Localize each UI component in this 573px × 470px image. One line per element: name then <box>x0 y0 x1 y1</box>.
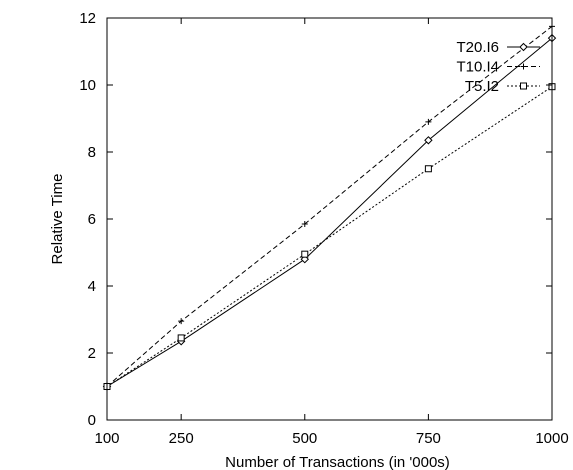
y-tick-label: 0 <box>88 412 96 429</box>
data-point <box>178 318 185 325</box>
x-tick-label: 1000 <box>535 430 568 447</box>
axis-ticks: 100 250 500 750 1000 0 2 4 6 8 10 12 <box>79 10 568 447</box>
y-tick-label: 12 <box>79 10 96 27</box>
legend-marker <box>520 63 527 70</box>
y-axis-title: Relative Time <box>49 174 66 265</box>
legend-marker <box>520 82 527 90</box>
y-tick-label: 6 <box>88 211 96 228</box>
series-T5.I2 <box>103 83 556 390</box>
y-tick-label: 2 <box>88 345 96 362</box>
y-tick-label: 10 <box>79 77 96 94</box>
data-point <box>424 165 432 173</box>
data-point <box>301 221 308 228</box>
x-tick-label: 250 <box>169 430 194 447</box>
data-point <box>177 334 185 342</box>
legend-label: T20.I6 <box>456 39 499 56</box>
data-point <box>301 250 309 258</box>
legend-label: T5.I2 <box>465 78 499 95</box>
x-tick-label: 500 <box>292 430 317 447</box>
y-tick-label: 8 <box>88 144 96 161</box>
x-tick-label: 750 <box>416 430 441 447</box>
data-point <box>424 136 433 145</box>
y-tick-label: 4 <box>88 278 96 295</box>
data-point <box>425 118 432 125</box>
x-tick-label: 100 <box>94 430 119 447</box>
series-line <box>106 86 553 387</box>
legend-label: T10.I4 <box>456 59 499 76</box>
x-axis-title: Number of Transactions (in '000s) <box>225 454 450 470</box>
legend-marker <box>519 42 528 52</box>
legend: T20.I6 T10.I4 T5.I2 <box>456 39 540 95</box>
